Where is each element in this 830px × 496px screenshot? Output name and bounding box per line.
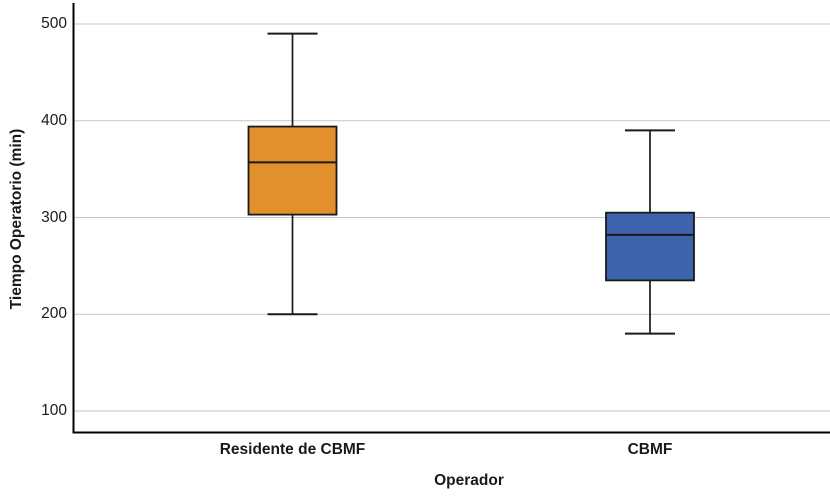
box-residente-de-cbmf xyxy=(247,125,338,216)
y-tick-200: 200 xyxy=(41,305,67,322)
x-category-residente-de-cbmf: Residente de CBMF xyxy=(219,441,366,458)
y-tick-500: 500 xyxy=(41,15,67,32)
box-cbmf xyxy=(605,211,695,282)
y-tick-300: 300 xyxy=(41,208,67,226)
x-category-cbmf: CBMF xyxy=(627,441,673,458)
y-tick-100: 100 xyxy=(41,402,67,419)
x-axis-title: Operador xyxy=(434,472,504,489)
y-axis-title: Tiempo Operatorio (min) xyxy=(8,128,25,310)
y-tick-400: 400 xyxy=(41,112,67,129)
